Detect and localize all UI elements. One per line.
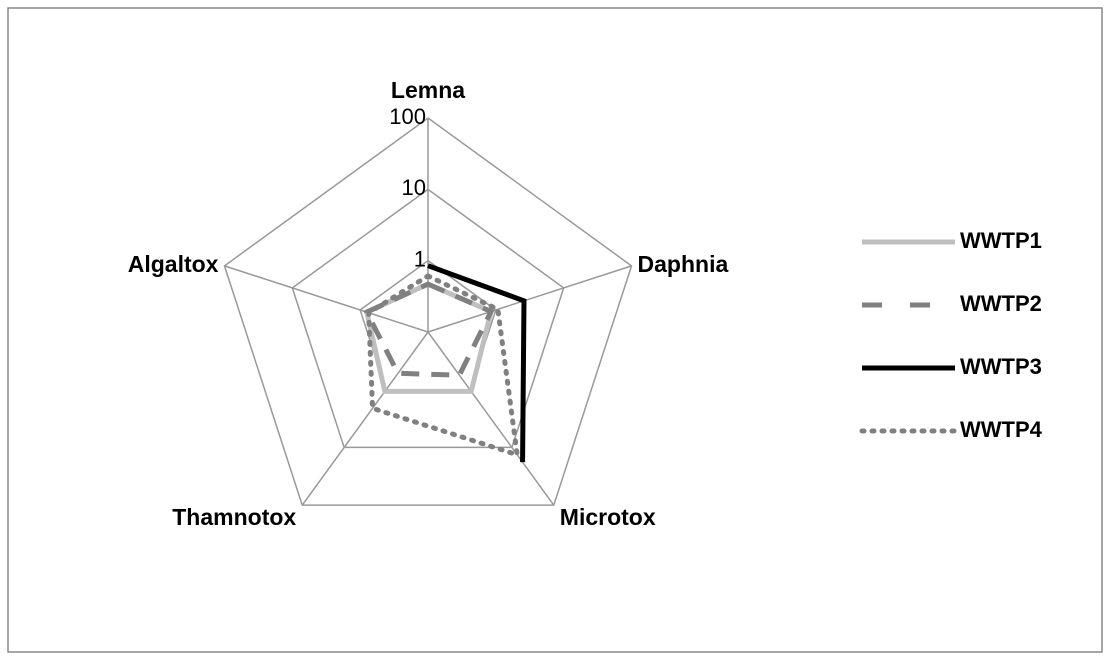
legend-label: WWTP1	[960, 228, 1042, 253]
tick-label: 100	[389, 104, 426, 129]
series-line	[366, 273, 521, 459]
grid-ring	[291, 188, 565, 449]
tick-label: 1	[414, 246, 426, 271]
category-label: Lemna	[391, 77, 465, 103]
category-label: Daphnia	[638, 251, 729, 277]
legend-label: WWTP3	[960, 354, 1042, 379]
spoke	[427, 331, 555, 506]
category-label: Thamnotox	[172, 504, 296, 530]
spoke	[301, 331, 429, 506]
legend-label: WWTP2	[960, 291, 1042, 316]
chart-border	[7, 7, 1103, 653]
grid-ring	[223, 117, 633, 506]
category-label: Microtox	[560, 504, 656, 530]
spoke	[427, 265, 632, 333]
tick-label: 10	[402, 175, 426, 200]
legend-label: WWTP4	[960, 417, 1043, 442]
category-label: Algaltox	[128, 251, 219, 277]
spoke	[224, 265, 429, 333]
series-line	[427, 263, 527, 463]
